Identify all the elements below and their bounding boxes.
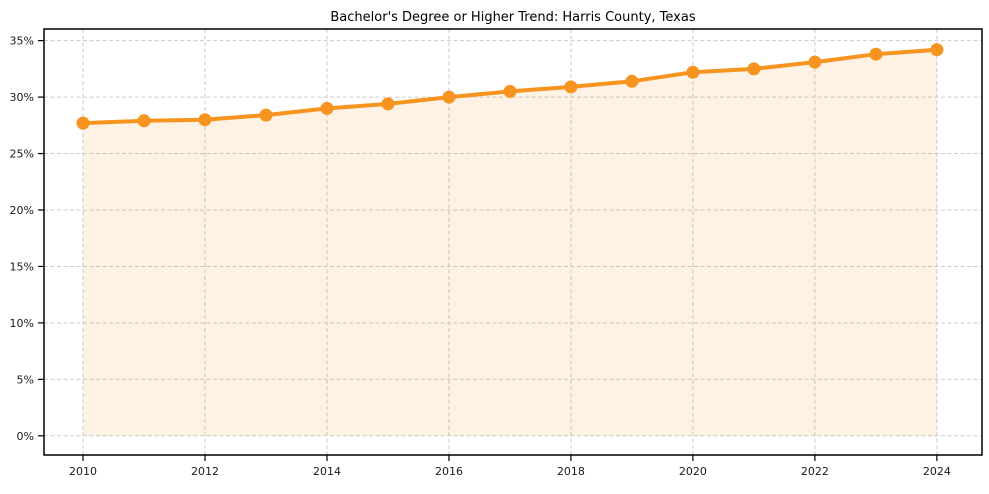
data-point	[686, 65, 700, 79]
data-point	[747, 62, 761, 76]
x-axis-tick-label: 2022	[801, 465, 829, 478]
y-axis-tick-label: 15%	[10, 260, 34, 273]
x-axis-tick-label: 2010	[69, 465, 97, 478]
y-axis-tick-label: 25%	[10, 148, 34, 161]
x-axis-tick-label: 2018	[557, 465, 585, 478]
x-axis-tick-label: 2024	[923, 465, 951, 478]
y-axis-tick-label: 30%	[10, 91, 34, 104]
y-axis-tick-label: 10%	[10, 317, 34, 330]
data-point	[503, 84, 517, 98]
chart-title: Bachelor's Degree or Higher Trend: Harri…	[330, 10, 695, 25]
data-point	[930, 43, 944, 57]
data-point	[381, 97, 395, 111]
data-point	[137, 114, 151, 128]
data-point	[198, 113, 212, 127]
y-axis-tick-label: 5%	[17, 373, 34, 386]
x-axis-tick-label: 2012	[191, 465, 219, 478]
area-fill	[83, 49, 937, 436]
x-axis-tick-label: 2016	[435, 465, 463, 478]
plot-background	[44, 29, 982, 455]
data-point	[564, 80, 578, 94]
y-axis-tick-label: 0%	[17, 430, 34, 443]
data-point	[259, 108, 273, 122]
data-point	[625, 74, 639, 88]
data-point	[442, 90, 456, 104]
x-axis-tick-label: 2020	[679, 465, 707, 478]
y-axis-tick-label: 35%	[10, 35, 34, 48]
data-point	[869, 47, 883, 61]
data-point	[320, 101, 334, 115]
y-axis-tick-label: 20%	[10, 204, 34, 217]
x-axis-tick-label: 2014	[313, 465, 341, 478]
plot-border	[43, 28, 983, 456]
data-point	[808, 55, 822, 69]
data-point	[76, 116, 90, 130]
